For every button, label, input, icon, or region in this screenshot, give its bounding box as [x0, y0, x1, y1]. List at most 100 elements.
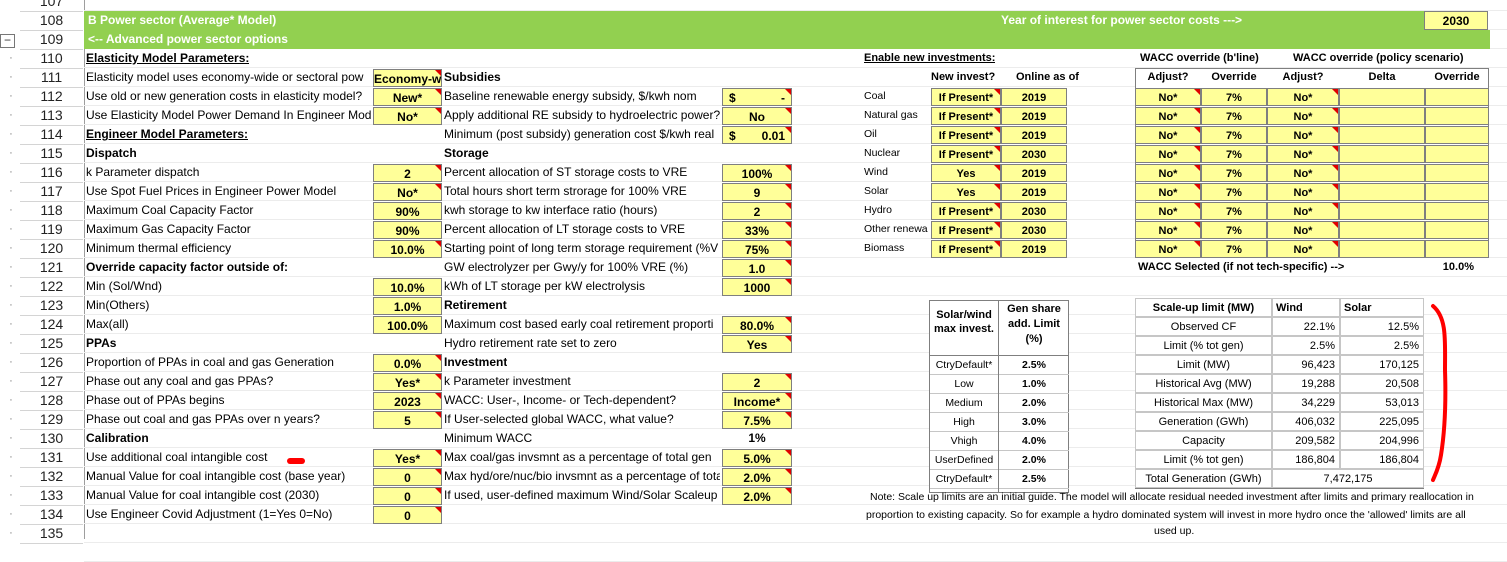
param-input[interactable]: 2.0% [722, 487, 792, 505]
row-number[interactable]: 124 [20, 315, 83, 335]
param-input[interactable]: 5.0% [722, 449, 792, 467]
new-invest-input[interactable]: If Present* [931, 126, 1001, 144]
wacc-override-input[interactable]: 7% [1201, 183, 1267, 201]
param-input[interactable]: No* [373, 183, 442, 201]
wacc-adjust-policy-input[interactable]: No* [1267, 202, 1339, 220]
row-number[interactable]: 134 [20, 505, 83, 525]
online-year-input[interactable]: 2030 [1001, 221, 1067, 239]
row-number[interactable]: 113 [20, 106, 83, 126]
wacc-delta-input[interactable] [1339, 183, 1425, 201]
param-input[interactable]: No* [373, 107, 442, 125]
new-invest-input[interactable]: Yes [931, 164, 1001, 182]
wacc-adjust-input[interactable]: No* [1135, 202, 1201, 220]
wacc-adjust-input[interactable]: No* [1135, 164, 1201, 182]
param-input[interactable]: 10.0% [373, 278, 442, 296]
new-invest-input[interactable]: If Present* [931, 202, 1001, 220]
param-input[interactable]: 10.0% [373, 240, 442, 258]
new-invest-input[interactable]: If Present* [931, 88, 1001, 106]
wacc-override-policy-input[interactable] [1425, 164, 1489, 182]
row-number[interactable]: 133 [20, 486, 83, 506]
wacc-adjust-policy-input[interactable]: No* [1267, 88, 1339, 106]
row-number[interactable]: 117 [20, 182, 83, 202]
wacc-delta-input[interactable] [1339, 126, 1425, 144]
wacc-override-input[interactable]: 7% [1201, 126, 1267, 144]
row-number[interactable]: 118 [20, 201, 83, 221]
wacc-override-policy-input[interactable] [1425, 240, 1489, 258]
param-input[interactable]: No [722, 107, 792, 125]
row-number[interactable]: 114 [20, 125, 83, 145]
wacc-delta-input[interactable] [1339, 164, 1425, 182]
param-input[interactable]: Yes* [373, 449, 442, 467]
wacc-adjust-policy-input[interactable]: No* [1267, 221, 1339, 239]
row-number[interactable]: 129 [20, 410, 83, 430]
new-invest-input[interactable]: If Present* [931, 107, 1001, 125]
row-number[interactable]: 120 [20, 239, 83, 259]
online-year-input[interactable]: 2030 [1001, 145, 1067, 163]
param-input[interactable]: 33% [722, 221, 792, 239]
param-input[interactable]: 80.0% [722, 316, 792, 334]
row-number[interactable]: 108 [20, 11, 83, 31]
wacc-adjust-input[interactable]: No* [1135, 107, 1201, 125]
param-input[interactable]: 90% [373, 202, 442, 220]
new-invest-input[interactable]: Yes [931, 183, 1001, 201]
param-input[interactable]: Economy-w [373, 69, 442, 87]
param-input[interactable]: 5 [373, 411, 442, 429]
wacc-delta-input[interactable] [1339, 88, 1425, 106]
param-input[interactable]: 1.0% [373, 297, 442, 315]
row-number[interactable]: 116 [20, 163, 83, 183]
param-input[interactable]: $ - [722, 88, 792, 106]
wacc-override-input[interactable]: 7% [1201, 240, 1267, 258]
row-number[interactable]: 125 [20, 334, 83, 354]
row-number[interactable]: 107 [20, 0, 83, 12]
param-input[interactable]: 7.5% [722, 411, 792, 429]
row-number[interactable]: 131 [20, 448, 83, 468]
online-year-input[interactable]: 2019 [1001, 107, 1067, 125]
param-input[interactable]: 9 [722, 183, 792, 201]
param-input[interactable]: New* [373, 88, 442, 106]
row-number[interactable]: 132 [20, 467, 83, 487]
wacc-adjust-policy-input[interactable]: No* [1267, 164, 1339, 182]
wacc-adjust-policy-input[interactable]: No* [1267, 240, 1339, 258]
row-number[interactable]: 119 [20, 220, 83, 240]
row-number[interactable]: 135 [20, 524, 83, 544]
wacc-override-policy-input[interactable] [1425, 145, 1489, 163]
wacc-adjust-policy-input[interactable]: No* [1267, 107, 1339, 125]
wacc-override-policy-input[interactable] [1425, 221, 1489, 239]
wacc-override-policy-input[interactable] [1425, 126, 1489, 144]
wacc-adjust-input[interactable]: No* [1135, 126, 1201, 144]
wacc-override-input[interactable]: 7% [1201, 202, 1267, 220]
online-year-input[interactable]: 2019 [1001, 164, 1067, 182]
row-number[interactable]: 121 [20, 258, 83, 278]
wacc-adjust-policy-input[interactable]: No* [1267, 126, 1339, 144]
wacc-override-policy-input[interactable] [1425, 88, 1489, 106]
wacc-adjust-input[interactable]: No* [1135, 240, 1201, 258]
row-number[interactable]: 111 [20, 68, 83, 88]
wacc-override-policy-input[interactable] [1425, 183, 1489, 201]
online-year-input[interactable]: 2019 [1001, 88, 1067, 106]
wacc-adjust-policy-input[interactable]: No* [1267, 183, 1339, 201]
param-input[interactable]: 100% [722, 164, 792, 182]
wacc-delta-input[interactable] [1339, 221, 1425, 239]
param-input[interactable]: Yes* [373, 373, 442, 391]
row-number[interactable]: 110 [20, 49, 83, 69]
param-input[interactable]: 1.0 [722, 259, 792, 277]
advanced-options-link[interactable]: <-- Advanced power sector options [88, 32, 288, 46]
online-year-input[interactable]: 2019 [1001, 240, 1067, 258]
row-number[interactable]: 128 [20, 391, 83, 411]
wacc-delta-input[interactable] [1339, 240, 1425, 258]
wacc-override-input[interactable]: 7% [1201, 88, 1267, 106]
row-number[interactable]: 127 [20, 372, 83, 392]
param-input[interactable]: 2 [722, 202, 792, 220]
param-input[interactable]: 100.0% [373, 316, 442, 334]
wacc-override-input[interactable]: 7% [1201, 221, 1267, 239]
wacc-override-input[interactable]: 7% [1201, 164, 1267, 182]
wacc-override-policy-input[interactable] [1425, 107, 1489, 125]
row-number[interactable]: 112 [20, 87, 83, 107]
param-input[interactable]: $0.01 [722, 126, 792, 144]
wacc-override-input[interactable]: 7% [1201, 145, 1267, 163]
collapse-group-button[interactable]: − [0, 34, 15, 48]
row-number[interactable]: 123 [20, 296, 83, 316]
wacc-override-policy-input[interactable] [1425, 202, 1489, 220]
param-input[interactable]: 2.0% [722, 468, 792, 486]
wacc-adjust-input[interactable]: No* [1135, 145, 1201, 163]
